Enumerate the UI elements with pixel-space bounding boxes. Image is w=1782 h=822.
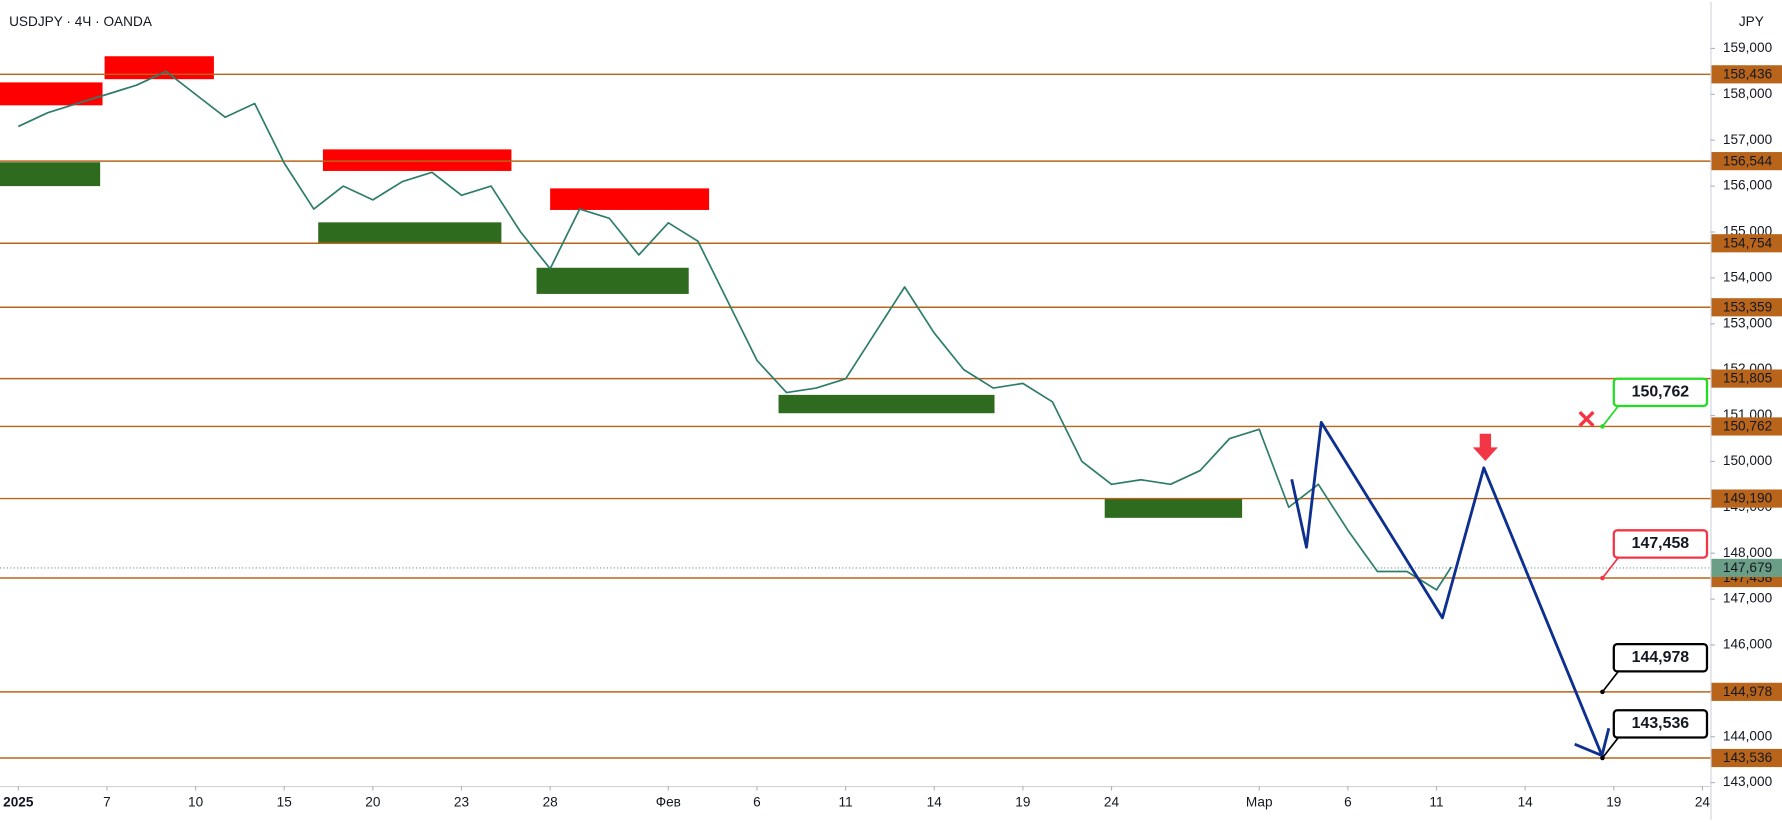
level-tag-label: 150,762 xyxy=(1723,419,1772,434)
level-tag xyxy=(1711,682,1782,701)
zone xyxy=(0,162,101,187)
y-tick-label: 147,000 xyxy=(1723,591,1773,606)
zone xyxy=(536,267,689,294)
y-tick-label: 159,000 xyxy=(1723,40,1773,55)
x-tick-label: 24 xyxy=(1695,795,1711,810)
y-tick-label: 150,000 xyxy=(1723,453,1773,468)
level-tag xyxy=(1711,748,1782,768)
x-tick-label: 19 xyxy=(1606,795,1621,810)
current-price-label: 147,679 xyxy=(1723,560,1772,575)
zone xyxy=(550,188,710,210)
x-marker xyxy=(1578,410,1595,427)
callout-pointer xyxy=(1601,737,1620,759)
currency-label: JPY xyxy=(1739,14,1764,29)
level-tag-label: 144,978 xyxy=(1723,684,1772,699)
y-tick-label: 153,000 xyxy=(1723,315,1773,330)
callout-label: 147,458 xyxy=(1632,535,1690,552)
x-tick-label: 2025 xyxy=(3,795,34,810)
y-tick-label: 157,000 xyxy=(1723,132,1773,147)
callout-pointer xyxy=(1601,670,1620,693)
x-tick-label: 23 xyxy=(454,795,469,810)
callout-label: 144,978 xyxy=(1632,649,1690,666)
down-arrow xyxy=(1472,433,1498,462)
level-tag xyxy=(1711,152,1782,171)
callout-pointer xyxy=(1601,405,1620,427)
x-tick-label: 24 xyxy=(1104,795,1120,810)
y-tick-label: 154,000 xyxy=(1723,269,1773,284)
x-tick-label: 6 xyxy=(753,795,761,810)
level-tag-label: 156,544 xyxy=(1723,153,1773,168)
zone xyxy=(778,394,995,414)
zone xyxy=(104,56,214,80)
x-tick-label: 15 xyxy=(277,795,292,810)
callout-box xyxy=(1612,529,1709,559)
price-line xyxy=(17,70,1453,591)
level-tag-label: 153,359 xyxy=(1723,299,1772,314)
x-tick-label: 10 xyxy=(188,795,204,810)
level-tag-label: 158,436 xyxy=(1723,66,1772,81)
x-tick-label: 14 xyxy=(1518,795,1534,810)
forecast-path xyxy=(1290,420,1604,757)
x-tick-label: 28 xyxy=(543,795,558,810)
level-tag-label: 151,805 xyxy=(1723,371,1772,386)
chart-title: USDJPY · 4Ч · OANDA xyxy=(9,14,153,29)
callout-label: 143,536 xyxy=(1632,715,1690,732)
x-tick-label: Мар xyxy=(1246,795,1273,810)
zone xyxy=(0,82,103,106)
y-tick-label: 156,000 xyxy=(1723,178,1773,193)
callout-box xyxy=(1612,709,1709,739)
level-tag xyxy=(1711,369,1782,388)
x-tick-label: 19 xyxy=(1015,795,1030,810)
x-tick-label: 20 xyxy=(365,795,381,810)
level-tag xyxy=(1711,417,1782,436)
x-tick-label: 7 xyxy=(103,795,111,810)
level-tag-label: 154,754 xyxy=(1723,235,1773,250)
current-price-tag xyxy=(1711,558,1782,577)
forecast-arrowhead xyxy=(1574,727,1611,758)
zone xyxy=(322,149,512,171)
callout-pointer xyxy=(1601,557,1620,579)
callout-box xyxy=(1612,377,1709,408)
x-tick-label: 11 xyxy=(839,795,853,810)
level-tag xyxy=(1711,298,1782,317)
level-tag xyxy=(1711,234,1782,253)
x-tick-label: 6 xyxy=(1344,795,1352,810)
x-tick-label: 14 xyxy=(927,795,943,810)
zone xyxy=(1104,498,1243,518)
level-tag-label: 149,190 xyxy=(1723,491,1773,506)
y-tick-label: 158,000 xyxy=(1723,86,1773,101)
x-tick-label: Фев xyxy=(656,795,681,810)
x-tick-label: 11 xyxy=(1429,795,1443,810)
callout-label: 150,762 xyxy=(1632,384,1690,401)
y-tick-label: 144,000 xyxy=(1723,728,1773,743)
level-tag xyxy=(1711,489,1782,508)
y-tick-label: 146,000 xyxy=(1723,637,1773,652)
level-tag xyxy=(1711,65,1782,84)
level-tag-label: 143,536 xyxy=(1723,750,1772,765)
y-tick-label: 143,000 xyxy=(1723,774,1773,789)
zone xyxy=(318,222,502,244)
callout-box xyxy=(1612,642,1709,673)
y-tick-label: 148,000 xyxy=(1723,545,1773,560)
